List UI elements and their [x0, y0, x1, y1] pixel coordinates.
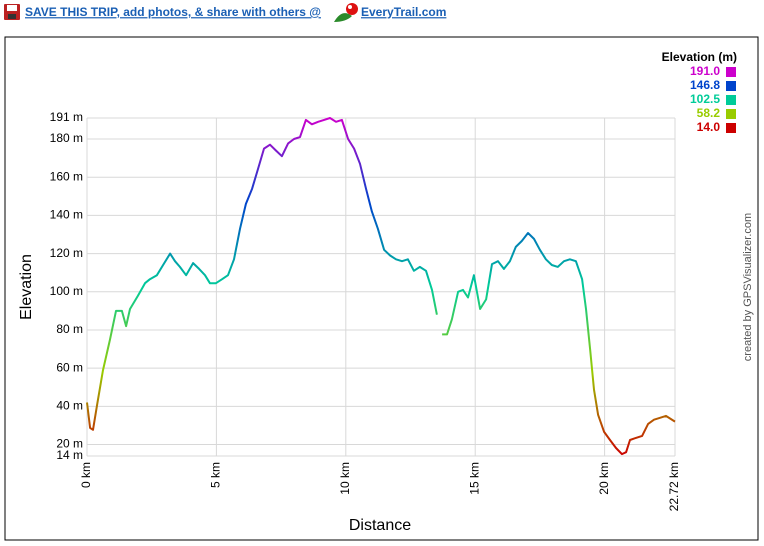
x-tick-label: 22.72 km	[667, 462, 681, 511]
legend-label: 191.0	[690, 64, 720, 78]
legend-swatch	[726, 81, 736, 91]
legend-swatch	[726, 123, 736, 133]
credit: created by GPSVisualizer.com	[742, 213, 754, 361]
save-icon	[4, 4, 20, 20]
y-tick-label: 100 m	[50, 284, 83, 298]
legend-swatch	[726, 109, 736, 119]
everytrail-logo	[334, 3, 358, 22]
x-tick-label: 20 km	[597, 462, 611, 495]
banner-site[interactable]: EveryTrail.com	[361, 5, 446, 19]
legend-label: 102.5	[690, 92, 720, 106]
x-tick-label: 5 km	[209, 462, 223, 488]
y-tick-label: 191 m	[50, 110, 83, 124]
legend-label: 58.2	[697, 106, 721, 120]
legend-swatch	[726, 95, 736, 105]
banner-link[interactable]: SAVE THIS TRIP, add photos, & share with…	[25, 5, 321, 19]
y-tick-label: 180 m	[50, 131, 83, 145]
x-axis-title: Distance	[349, 517, 411, 534]
y-tick-label: 140 m	[50, 208, 83, 222]
legend-title: Elevation (m)	[662, 50, 737, 64]
y-tick-label: 120 m	[50, 246, 83, 260]
elevation-line	[86, 117, 676, 456]
y-tick-label: 80 m	[56, 322, 83, 336]
y-tick-label: 40 m	[56, 399, 83, 413]
y-tick-label: 20 m	[56, 437, 83, 451]
y-tick-label: 14 m	[56, 448, 83, 462]
x-tick-label: 15 km	[467, 462, 481, 495]
x-tick-label: 10 km	[338, 462, 352, 495]
legend-label: 14.0	[697, 120, 721, 134]
chart-frame	[4, 36, 759, 541]
x-tick-label: 0 km	[79, 462, 93, 488]
y-tick-label: 160 m	[50, 169, 83, 183]
y-tick-label: 60 m	[56, 360, 83, 374]
legend-label: 146.8	[690, 78, 720, 92]
y-axis-title: Elevation	[18, 254, 35, 320]
legend-swatch	[726, 67, 736, 77]
banner-bar	[0, 0, 764, 28]
